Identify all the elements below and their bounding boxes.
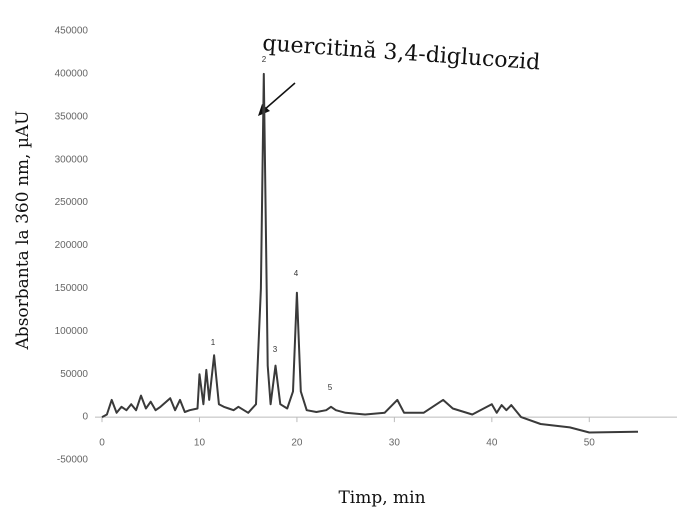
peak-label: 3 bbox=[273, 345, 278, 354]
x-tick-label: 20 bbox=[291, 438, 303, 449]
y-tick-label: 350000 bbox=[55, 111, 89, 122]
peak-label: 4 bbox=[294, 269, 299, 278]
x-tick-label: 10 bbox=[194, 438, 206, 449]
y-tick-label: 50000 bbox=[60, 369, 88, 380]
peak-label: 1 bbox=[211, 338, 216, 347]
arrow bbox=[263, 82, 296, 111]
y-tick-label: 250000 bbox=[55, 197, 89, 208]
annotation: quercitină 3,4-diglucozid bbox=[262, 31, 541, 75]
x-tick-label: 40 bbox=[486, 438, 498, 449]
y-tick-label: -50000 bbox=[57, 455, 89, 466]
x-tick-label: 30 bbox=[389, 438, 401, 449]
y-axis-label: Absorbanta la 360 nm, µAU bbox=[13, 111, 33, 351]
y-tick-label: 0 bbox=[82, 412, 88, 423]
peak-label: 5 bbox=[328, 383, 333, 392]
x-tick-label: 50 bbox=[584, 438, 596, 449]
y-tick-label: 450000 bbox=[55, 26, 89, 37]
y-tick-label: 400000 bbox=[55, 69, 89, 80]
line bbox=[101, 72, 639, 434]
y-tick-label: 200000 bbox=[55, 240, 89, 251]
x-axis-label: Timp, min bbox=[338, 488, 425, 508]
y-tick-label: 100000 bbox=[55, 326, 89, 337]
y-tick-label: 150000 bbox=[55, 283, 89, 294]
x-tick-label: 0 bbox=[99, 438, 105, 449]
peak-label: 2 bbox=[262, 55, 267, 64]
y-tick-label: 300000 bbox=[55, 154, 89, 165]
